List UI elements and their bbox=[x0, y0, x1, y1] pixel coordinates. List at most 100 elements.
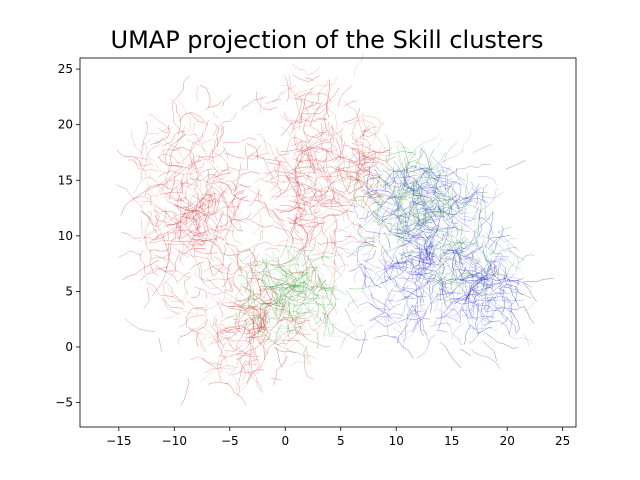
data-point bbox=[271, 266, 292, 280]
data-point bbox=[158, 170, 182, 178]
data-point bbox=[432, 186, 444, 214]
data-point bbox=[133, 156, 154, 167]
data-point bbox=[494, 291, 507, 322]
data-point bbox=[332, 141, 345, 163]
data-point bbox=[334, 163, 364, 169]
data-point bbox=[382, 249, 388, 274]
data-point bbox=[324, 303, 337, 324]
data-point bbox=[451, 213, 454, 225]
data-point bbox=[486, 260, 498, 276]
data-point bbox=[189, 112, 204, 123]
data-point bbox=[444, 281, 448, 298]
data-point bbox=[453, 260, 472, 286]
data-point bbox=[348, 171, 364, 175]
data-point bbox=[143, 232, 170, 241]
data-point bbox=[285, 237, 304, 267]
data-point bbox=[490, 276, 519, 284]
data-point bbox=[353, 52, 364, 75]
data-point bbox=[368, 277, 376, 296]
data-point bbox=[324, 323, 338, 325]
data-point bbox=[164, 133, 186, 163]
data-point bbox=[373, 220, 381, 238]
data-point bbox=[474, 183, 480, 208]
data-point bbox=[149, 236, 180, 244]
data-point bbox=[235, 319, 247, 350]
data-point bbox=[362, 130, 385, 151]
data-point bbox=[472, 143, 492, 153]
data-point bbox=[291, 303, 324, 308]
data-point bbox=[173, 76, 190, 101]
data-point bbox=[406, 224, 429, 239]
data-point bbox=[178, 271, 191, 282]
data-point bbox=[308, 189, 321, 219]
data-point bbox=[414, 132, 442, 153]
data-point bbox=[406, 209, 411, 237]
data-point bbox=[385, 224, 398, 237]
data-point bbox=[179, 125, 186, 142]
data-point bbox=[162, 310, 196, 319]
data-point bbox=[475, 296, 499, 301]
data-point bbox=[333, 264, 350, 274]
data-point bbox=[121, 232, 142, 239]
data-point bbox=[224, 289, 234, 293]
data-point bbox=[430, 191, 446, 195]
data-point bbox=[457, 285, 460, 297]
data-point bbox=[210, 296, 223, 305]
data-point bbox=[331, 187, 343, 196]
y-tick-label: 0 bbox=[65, 340, 73, 354]
data-point bbox=[289, 219, 310, 224]
data-point bbox=[414, 224, 427, 227]
data-point bbox=[395, 141, 412, 153]
data-point bbox=[211, 148, 230, 173]
data-point bbox=[407, 161, 436, 196]
data-point bbox=[300, 199, 316, 207]
axes-frame bbox=[79, 57, 577, 428]
data-point bbox=[370, 201, 388, 203]
data-point bbox=[321, 287, 335, 292]
data-point bbox=[261, 179, 281, 196]
data-point bbox=[453, 298, 475, 303]
data-point bbox=[261, 280, 278, 303]
data-point bbox=[408, 271, 436, 279]
data-point bbox=[307, 131, 327, 144]
data-point bbox=[338, 169, 347, 183]
data-point bbox=[179, 221, 189, 232]
data-point bbox=[347, 298, 358, 308]
data-point bbox=[185, 213, 198, 225]
data-point bbox=[303, 229, 310, 271]
data-point bbox=[412, 262, 432, 269]
chart-title: UMAP projection of the Skill clusters bbox=[111, 26, 544, 54]
data-point bbox=[315, 175, 341, 179]
data-point bbox=[240, 362, 250, 372]
data-point bbox=[185, 219, 202, 235]
data-point bbox=[329, 128, 343, 143]
data-point bbox=[345, 289, 359, 309]
data-point bbox=[490, 211, 494, 235]
data-point bbox=[246, 369, 265, 384]
data-point bbox=[233, 190, 245, 196]
data-point bbox=[162, 269, 190, 278]
data-point bbox=[418, 196, 440, 213]
data-point bbox=[424, 228, 447, 231]
data-point bbox=[523, 333, 529, 346]
data-point bbox=[332, 260, 336, 294]
data-point bbox=[499, 283, 509, 295]
data-point bbox=[330, 151, 340, 163]
data-point bbox=[362, 150, 376, 153]
data-point bbox=[294, 263, 304, 276]
data-point bbox=[180, 198, 213, 215]
data-point bbox=[318, 289, 340, 300]
data-point bbox=[143, 287, 150, 309]
data-point bbox=[319, 163, 326, 174]
data-point bbox=[480, 272, 496, 278]
data-point bbox=[350, 196, 382, 205]
data-point bbox=[280, 273, 307, 289]
data-point bbox=[308, 148, 313, 161]
data-point bbox=[150, 252, 173, 260]
data-point bbox=[482, 250, 492, 264]
data-point bbox=[289, 200, 308, 206]
data-point bbox=[216, 330, 231, 349]
data-point bbox=[272, 312, 295, 319]
data-point bbox=[169, 180, 175, 200]
data-point bbox=[469, 333, 480, 344]
